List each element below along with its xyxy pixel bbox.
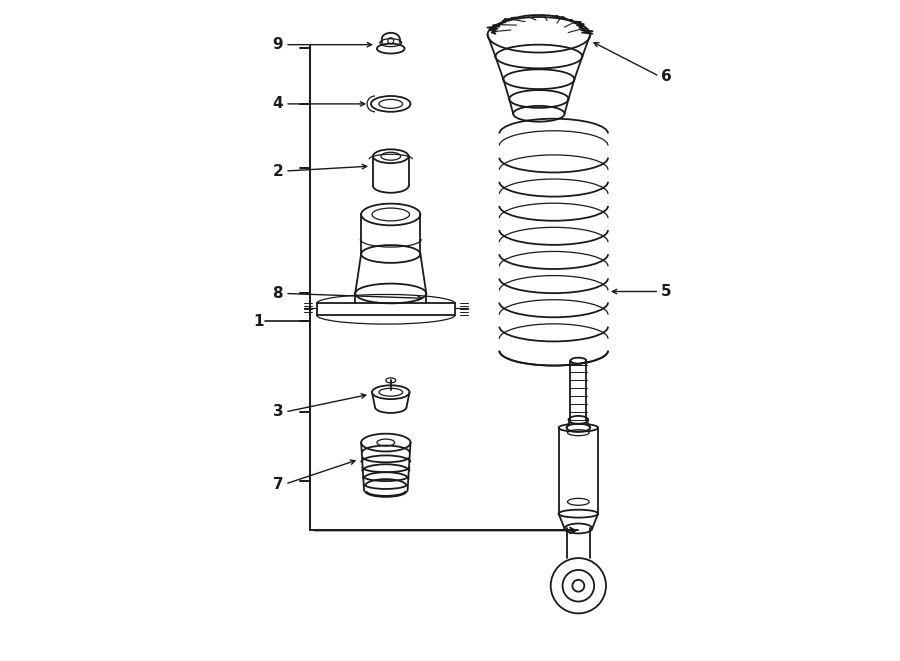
Text: 6: 6 bbox=[662, 69, 672, 84]
Text: 8: 8 bbox=[273, 286, 284, 301]
Circle shape bbox=[551, 558, 606, 613]
Circle shape bbox=[562, 570, 594, 602]
Text: 3: 3 bbox=[273, 405, 284, 420]
Text: 9: 9 bbox=[273, 37, 284, 52]
Text: 5: 5 bbox=[662, 284, 672, 299]
Text: 1: 1 bbox=[253, 313, 264, 329]
Text: 4: 4 bbox=[273, 97, 284, 112]
Circle shape bbox=[572, 580, 584, 592]
Text: 2: 2 bbox=[273, 163, 284, 178]
Text: 7: 7 bbox=[273, 477, 284, 492]
